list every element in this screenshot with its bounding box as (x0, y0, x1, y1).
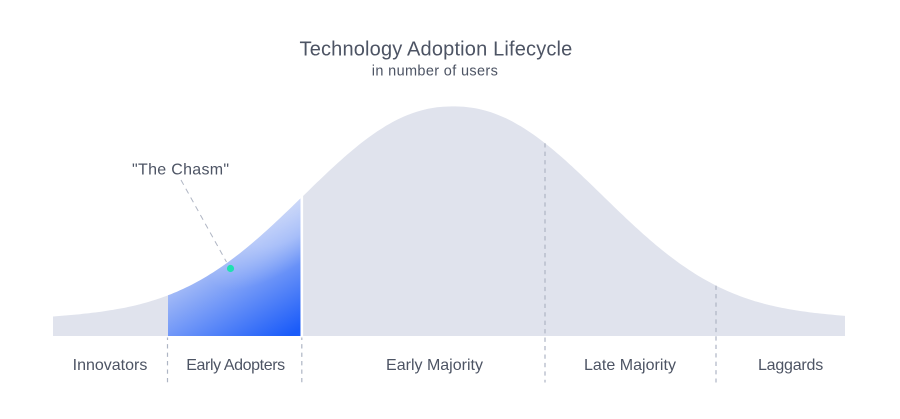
svg-text:in number of users: in number of users (372, 64, 498, 80)
svg-text:Laggards: Laggards (758, 357, 823, 374)
svg-text:Late Majority: Late Majority (584, 357, 676, 374)
svg-text:Early Majority: Early Majority (386, 357, 483, 374)
svg-text:"The Chasm": "The Chasm" (132, 162, 229, 179)
svg-text:Early Adopters: Early Adopters (186, 357, 285, 374)
svg-text:Technology Adoption Lifecycle: Technology Adoption Lifecycle (300, 39, 573, 61)
svg-text:Innovators: Innovators (73, 357, 148, 374)
